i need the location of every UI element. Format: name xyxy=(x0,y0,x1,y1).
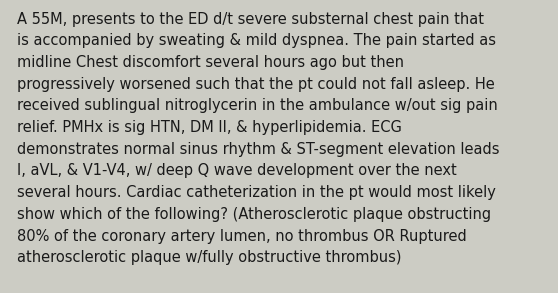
Text: relief. PMHx is sig HTN, DM II, & hyperlipidemia. ECG: relief. PMHx is sig HTN, DM II, & hyperl… xyxy=(17,120,402,135)
Text: several hours. Cardiac catheterization in the pt would most likely: several hours. Cardiac catheterization i… xyxy=(17,185,496,200)
Text: midline Chest discomfort several hours ago but then: midline Chest discomfort several hours a… xyxy=(17,55,404,70)
Text: received sublingual nitroglycerin in the ambulance w/out sig pain: received sublingual nitroglycerin in the… xyxy=(17,98,498,113)
Text: atherosclerotic plaque w/fully obstructive thrombus): atherosclerotic plaque w/fully obstructi… xyxy=(17,250,401,265)
Text: progressively worsened such that the pt could not fall asleep. He: progressively worsened such that the pt … xyxy=(17,77,494,92)
Text: 80% of the coronary artery lumen, no thrombus OR Ruptured: 80% of the coronary artery lumen, no thr… xyxy=(17,229,466,243)
Text: I, aVL, & V1-V4, w/ deep Q wave development over the next: I, aVL, & V1-V4, w/ deep Q wave developm… xyxy=(17,163,456,178)
Text: demonstrates normal sinus rhythm & ST-segment elevation leads: demonstrates normal sinus rhythm & ST-se… xyxy=(17,142,499,157)
Text: is accompanied by sweating & mild dyspnea. The pain started as: is accompanied by sweating & mild dyspne… xyxy=(17,33,496,48)
Text: show which of the following? (Atherosclerotic plaque obstructing: show which of the following? (Atheroscle… xyxy=(17,207,491,222)
Text: A 55M, presents to the ED d/t severe substernal chest pain that: A 55M, presents to the ED d/t severe sub… xyxy=(17,12,484,27)
